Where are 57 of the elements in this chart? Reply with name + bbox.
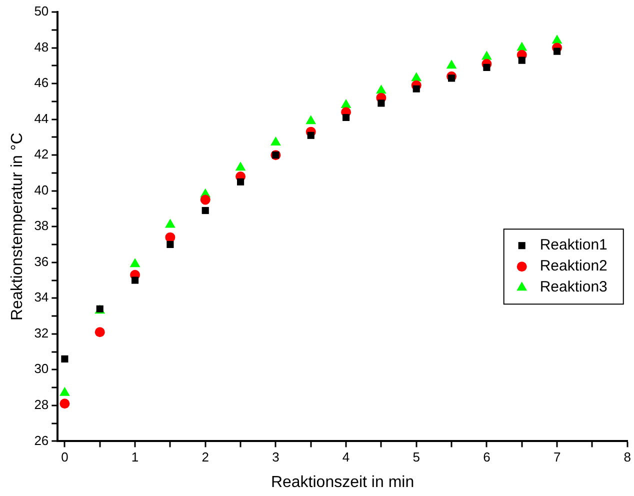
x-tick-label: 0: [61, 450, 68, 465]
y-tick-label: 28: [34, 397, 49, 412]
point: [165, 232, 176, 242]
point: [270, 136, 281, 146]
y-axis-title: Reaktionstemperatur in °C: [9, 132, 26, 321]
y-tick-label: 30: [34, 361, 49, 376]
y-tick-label: 34: [34, 290, 49, 305]
point: [131, 276, 139, 284]
point: [130, 258, 140, 268]
point: [165, 218, 176, 228]
point: [94, 327, 105, 338]
point: [518, 56, 526, 64]
point: [60, 386, 70, 396]
point: [202, 206, 209, 214]
point: [235, 162, 246, 171]
x-tick-label: 7: [553, 450, 561, 465]
y-tick-label: 50: [34, 4, 49, 19]
x-tick-label: 8: [624, 450, 631, 465]
x-tick-label: 4: [342, 450, 350, 465]
point: [306, 115, 316, 124]
y-tick-label: 48: [34, 39, 49, 54]
legend-label: Reaktion2: [540, 258, 608, 275]
y-tick-label: 26: [34, 432, 49, 448]
point: [342, 114, 350, 122]
point: [482, 50, 492, 60]
y-tick-label: 44: [34, 110, 49, 126]
point: [166, 240, 174, 248]
y-tick-label: 32: [34, 325, 49, 340]
point: [516, 42, 528, 51]
point: [60, 398, 70, 409]
x-axis-title: Reaktionszeit in min: [270, 474, 414, 491]
x-tick-label: 1: [131, 450, 139, 465]
point: [483, 64, 490, 71]
point: [376, 84, 386, 94]
point: [61, 355, 68, 362]
point: [340, 98, 352, 108]
y-tick-label: 38: [34, 218, 49, 234]
point: [237, 178, 244, 186]
x-tick-label: 2: [202, 450, 209, 465]
x-tick-label: 6: [483, 450, 490, 465]
point: [378, 100, 385, 107]
y-tick-label: 40: [34, 182, 49, 198]
point: [448, 74, 456, 82]
point: [411, 72, 422, 82]
legend-label: Reaktion1: [540, 236, 608, 254]
y-tick-label: 46: [34, 75, 49, 90]
point: [307, 132, 314, 139]
legend-label: Reaktion3: [540, 278, 608, 296]
y-tick-label: 36: [34, 254, 49, 269]
point: [200, 194, 210, 205]
x-tick-label: 3: [272, 450, 280, 465]
point: [552, 34, 562, 44]
point: [554, 48, 561, 55]
y-tick-label: 42: [34, 146, 49, 162]
point: [412, 85, 420, 92]
point: [446, 60, 457, 69]
x-tick-label: 5: [412, 450, 420, 465]
